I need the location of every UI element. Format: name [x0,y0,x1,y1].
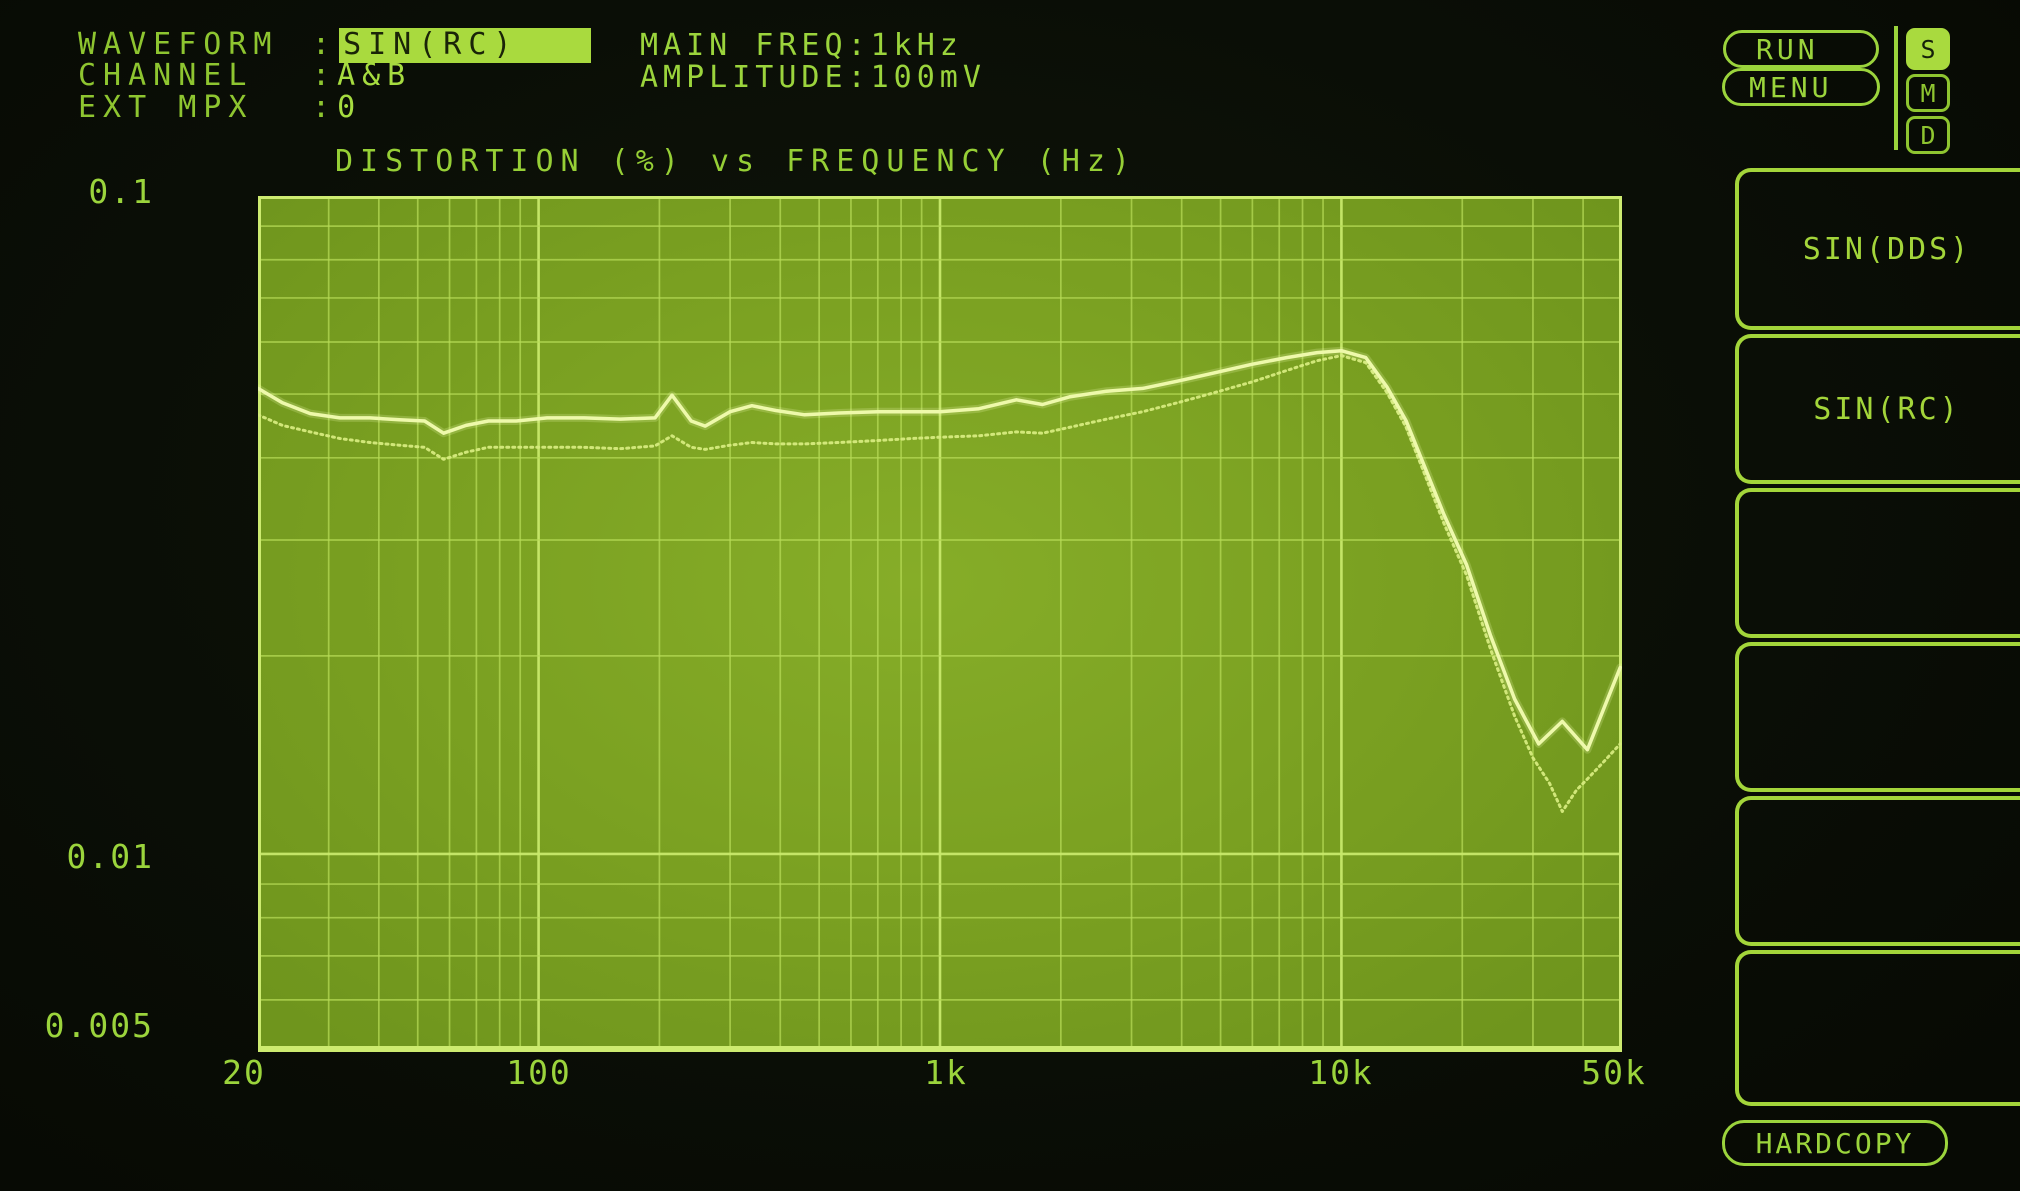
main-freq-label: MAIN FREQ [640,28,848,63]
main-freq-row: MAIN FREQ:1kHz [640,30,963,62]
x-axis-label-100: 100 [506,1053,572,1092]
softkey-5[interactable] [1735,796,2020,946]
amplitude-row: AMPLITUDE:100mV [640,62,986,94]
main-freq-value: 1kHz [870,28,963,63]
indicator-d: D [1906,116,1950,154]
plot-area [258,196,1622,1052]
amplitude-label: AMPLITUDE [640,60,848,95]
waveform-colon: : [312,27,338,62]
amplitude-value: 100mV [870,60,986,95]
y-axis-label-0-005: 0.005 [44,1006,154,1045]
waveform-value-field[interactable]: SIN(RC) [339,28,592,63]
menu-button[interactable]: MENU [1722,68,1880,106]
channel-colon: : [312,58,338,93]
chart-svg [258,196,1622,1052]
ext-mpx-row: EXT MPX:0 [78,92,362,124]
hardcopy-button[interactable]: HARDCOPY [1722,1120,1948,1166]
softkey-label: SIN(RC) [1813,391,1961,427]
x-axis-label-10k: 10k [1308,1053,1374,1092]
ext-mpx-colon: : [312,90,338,125]
trace-channel-b [258,354,1622,813]
amplitude-colon: : [847,60,871,95]
chart-title: DISTORTION (%) vs FREQUENCY (Hz) [335,144,1137,179]
softkey-sin-dds[interactable]: SIN(DDS) [1735,168,2020,330]
channel-value: A&B [337,58,413,93]
softkey-3[interactable] [1735,488,2020,638]
softkey-6[interactable] [1735,950,2020,1106]
channel-label: CHANNEL [78,58,254,93]
waveform-row: WAVEFORM: SIN(RC) [78,27,592,63]
ext-mpx-value: 0 [337,90,363,125]
x-axis-label-20: 20 [222,1053,266,1092]
channel-row: CHANNEL:A&B [78,60,412,92]
ext-mpx-label: EXT MPX [78,90,254,125]
y-axis-label-0-01: 0.01 [66,837,154,876]
indicator-s: S [1906,28,1950,70]
softkey-label: SIN(DDS) [1802,231,1972,267]
header-divider [1894,26,1898,150]
trace-channel-a [258,348,1622,752]
x-axis-label-1k: 1k [924,1053,968,1092]
x-axis-label-50k: 50k [1581,1053,1647,1092]
main-freq-colon: : [847,28,871,63]
run-button[interactable]: RUN [1723,30,1879,68]
softkey-4[interactable] [1735,642,2020,792]
softkey-sin-rc[interactable]: SIN(RC) [1735,334,2020,484]
y-axis-label-0-1: 0.1 [88,172,154,211]
waveform-label: WAVEFORM [78,27,279,62]
indicator-m: M [1906,74,1950,112]
